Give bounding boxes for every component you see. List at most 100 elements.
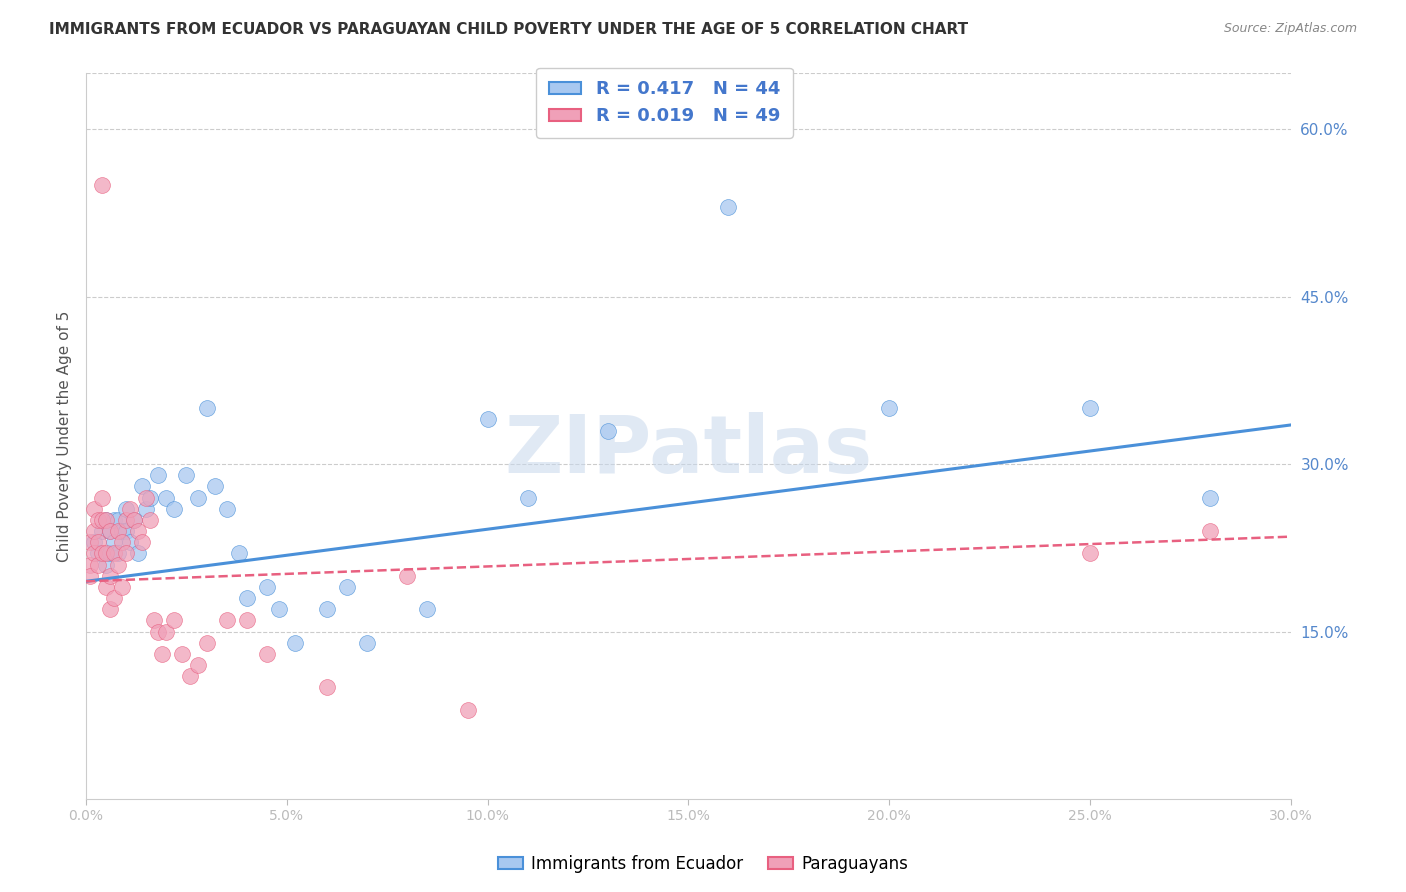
Point: [79, 558, 101, 572]
Point: [148, 468, 170, 483]
Point: [103, 546, 125, 560]
Point: [187, 658, 209, 673]
Point: [91, 513, 114, 527]
Point: [91, 546, 114, 560]
Point: [204, 479, 226, 493]
Point: [155, 491, 177, 505]
Y-axis label: Child Poverty Under the Age of 5: Child Poverty Under the Age of 5: [58, 310, 72, 562]
Point: [235, 614, 257, 628]
Legend: R = 0.417   N = 44, R = 0.019   N = 49: R = 0.417 N = 44, R = 0.019 N = 49: [536, 68, 793, 138]
Point: [135, 501, 157, 516]
Point: [103, 535, 125, 549]
Point: [316, 602, 339, 616]
Point: [120, 535, 142, 549]
Point: [94, 558, 117, 572]
Point: [148, 624, 170, 639]
Point: [83, 501, 105, 516]
Point: [187, 491, 209, 505]
Point: [83, 524, 105, 538]
Point: [477, 412, 499, 426]
Point: [1199, 491, 1222, 505]
Point: [172, 647, 194, 661]
Point: [195, 401, 218, 416]
Point: [87, 535, 110, 549]
Point: [83, 535, 105, 549]
Point: [256, 580, 278, 594]
Point: [267, 602, 290, 616]
Point: [139, 491, 162, 505]
Point: [135, 491, 157, 505]
Point: [91, 491, 114, 505]
Point: [155, 624, 177, 639]
Point: [163, 501, 186, 516]
Point: [143, 614, 166, 628]
Point: [79, 535, 101, 549]
Point: [107, 513, 129, 527]
Point: [98, 546, 121, 560]
Point: [176, 468, 198, 483]
Point: [215, 501, 238, 516]
Point: [94, 513, 117, 527]
Point: [127, 546, 149, 560]
Point: [103, 591, 125, 605]
Point: [416, 602, 439, 616]
Point: [107, 546, 129, 560]
Point: [91, 524, 114, 538]
Point: [457, 703, 479, 717]
Point: [122, 513, 145, 527]
Point: [284, 636, 307, 650]
Point: [195, 636, 218, 650]
Point: [163, 614, 186, 628]
Point: [111, 524, 134, 538]
Point: [1199, 524, 1222, 538]
Point: [115, 546, 138, 560]
Text: IMMIGRANTS FROM ECUADOR VS PARAGUAYAN CHILD POVERTY UNDER THE AGE OF 5 CORRELATI: IMMIGRANTS FROM ECUADOR VS PARAGUAYAN CH…: [49, 22, 969, 37]
Point: [1078, 401, 1101, 416]
Point: [131, 535, 153, 549]
Point: [79, 568, 101, 582]
Point: [91, 178, 114, 192]
Point: [98, 524, 121, 538]
Point: [103, 513, 125, 527]
Point: [94, 580, 117, 594]
Point: [122, 513, 145, 527]
Point: [150, 647, 173, 661]
Point: [94, 546, 117, 560]
Point: [98, 602, 121, 616]
Point: [120, 501, 142, 516]
Point: [115, 501, 138, 516]
Point: [115, 513, 138, 527]
Point: [111, 580, 134, 594]
Point: [877, 401, 900, 416]
Point: [336, 580, 359, 594]
Text: Source: ZipAtlas.com: Source: ZipAtlas.com: [1223, 22, 1357, 36]
Point: [98, 568, 121, 582]
Legend: Immigrants from Ecuador, Paraguayans: Immigrants from Ecuador, Paraguayans: [491, 848, 915, 880]
Point: [256, 647, 278, 661]
Point: [115, 524, 138, 538]
Point: [111, 535, 134, 549]
Point: [396, 568, 419, 582]
Point: [87, 513, 110, 527]
Point: [228, 546, 250, 560]
Point: [127, 524, 149, 538]
Point: [83, 546, 105, 560]
Point: [131, 479, 153, 493]
Point: [87, 558, 110, 572]
Point: [1078, 546, 1101, 560]
Point: [98, 524, 121, 538]
Point: [356, 636, 378, 650]
Point: [596, 424, 619, 438]
Point: [215, 614, 238, 628]
Point: [179, 669, 201, 683]
Point: [316, 681, 339, 695]
Point: [107, 558, 129, 572]
Point: [94, 513, 117, 527]
Point: [516, 491, 538, 505]
Point: [139, 513, 162, 527]
Point: [107, 524, 129, 538]
Text: ZIPatlas: ZIPatlas: [505, 412, 873, 490]
Point: [87, 546, 110, 560]
Point: [717, 200, 740, 214]
Point: [235, 591, 257, 605]
